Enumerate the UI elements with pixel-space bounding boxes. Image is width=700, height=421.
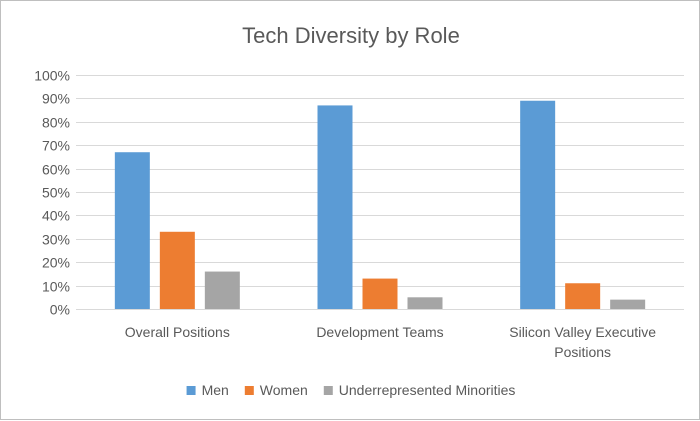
y-axis-tick-labels: 0% 10% 20% 30% 40% 50% 60% 70% 80% 90% 100% [34, 68, 70, 318]
bars [114, 100, 646, 310]
y-tick-label: 50% [42, 185, 70, 201]
y-tick-label: 80% [42, 115, 70, 131]
legend: Men Women Underrepresented Minorities [186, 382, 516, 398]
category-label: Silicon Valley Executive [509, 324, 656, 340]
bar-women-0 [159, 231, 195, 309]
y-tick-label: 10% [42, 279, 70, 295]
legend-swatch-men [186, 386, 196, 395]
bar-women-2 [565, 283, 601, 309]
bar-underrepresented-minorities-2 [610, 299, 646, 309]
legend-swatch-women [244, 386, 254, 395]
y-tick-label: 40% [42, 208, 70, 224]
category-label: Positions [554, 344, 611, 360]
legend-label: Women [260, 382, 308, 398]
y-tick-label: 90% [42, 91, 70, 107]
bar-men-2 [520, 100, 556, 310]
bar-women-1 [362, 278, 398, 309]
x-axis-category-labels: Overall Positions Development Teams Silico… [125, 324, 656, 360]
legend-label: Men [202, 382, 229, 398]
y-tick-label: 0% [50, 302, 70, 318]
y-tick-label: 70% [42, 138, 70, 154]
legend-label: Underrepresented Minorities [339, 382, 516, 398]
category-label: Development Teams [316, 324, 443, 340]
bar-men-1 [317, 105, 353, 309]
bar-underrepresented-minorities-0 [204, 271, 240, 309]
y-tick-label: 60% [42, 162, 70, 178]
chart-title: Tech Diversity by Role [242, 23, 460, 48]
bar-underrepresented-minorities-1 [407, 297, 443, 309]
y-tick-label: 30% [42, 232, 70, 248]
category-label: Overall Positions [125, 324, 230, 340]
y-tick-label: 100% [34, 68, 70, 84]
legend-swatch-underrepresented-minorities [323, 386, 333, 395]
y-tick-label: 20% [42, 255, 70, 271]
bar-men-0 [114, 152, 150, 309]
